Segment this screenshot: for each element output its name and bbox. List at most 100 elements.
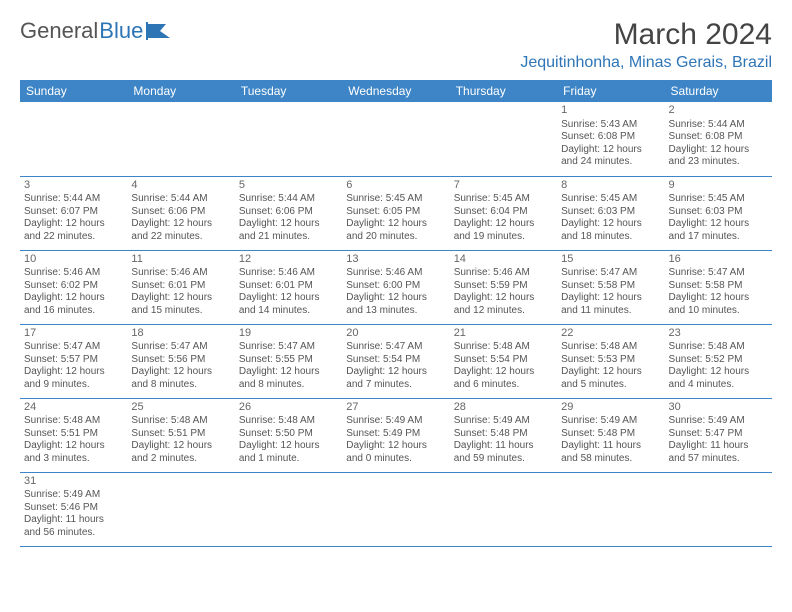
day-detail: Daylight: 12 hours [131, 440, 230, 453]
calendar-cell: 18Sunrise: 5:47 AMSunset: 5:56 PMDayligh… [127, 324, 234, 398]
day-detail: Daylight: 12 hours [239, 292, 338, 305]
day-detail: Daylight: 12 hours [131, 366, 230, 379]
calendar-cell [557, 472, 664, 546]
day-detail: Sunrise: 5:48 AM [24, 415, 123, 428]
calendar-cell: 3Sunrise: 5:44 AMSunset: 6:07 PMDaylight… [20, 176, 127, 250]
day-detail: Daylight: 12 hours [669, 292, 768, 305]
day-detail: Sunrise: 5:44 AM [669, 119, 768, 132]
day-header: Tuesday [235, 80, 342, 102]
day-number: 28 [454, 401, 553, 415]
day-number: 25 [131, 401, 230, 415]
day-detail: and 57 minutes. [669, 453, 768, 466]
calendar-body: 1Sunrise: 5:43 AMSunset: 6:08 PMDaylight… [20, 102, 772, 546]
calendar-cell: 15Sunrise: 5:47 AMSunset: 5:58 PMDayligh… [557, 250, 664, 324]
calendar-cell: 7Sunrise: 5:45 AMSunset: 6:04 PMDaylight… [450, 176, 557, 250]
day-detail: Sunrise: 5:47 AM [561, 267, 660, 280]
day-detail: Sunset: 5:59 PM [454, 280, 553, 293]
day-detail: Sunset: 6:05 PM [346, 206, 445, 219]
day-detail: Daylight: 11 hours [561, 440, 660, 453]
day-detail: and 15 minutes. [131, 305, 230, 318]
day-detail: Daylight: 12 hours [131, 218, 230, 231]
day-detail: Sunset: 5:57 PM [24, 354, 123, 367]
day-detail: Sunset: 5:48 PM [454, 428, 553, 441]
day-detail: Sunrise: 5:46 AM [239, 267, 338, 280]
calendar-row: 1Sunrise: 5:43 AMSunset: 6:08 PMDaylight… [20, 102, 772, 176]
calendar-cell: 12Sunrise: 5:46 AMSunset: 6:01 PMDayligh… [235, 250, 342, 324]
day-detail: and 24 minutes. [561, 156, 660, 169]
day-detail: Daylight: 11 hours [669, 440, 768, 453]
day-detail: and 9 minutes. [24, 379, 123, 392]
day-detail: and 23 minutes. [669, 156, 768, 169]
calendar-cell: 10Sunrise: 5:46 AMSunset: 6:02 PMDayligh… [20, 250, 127, 324]
day-detail: Sunrise: 5:49 AM [24, 489, 123, 502]
day-detail: Sunset: 5:50 PM [239, 428, 338, 441]
day-detail: and 22 minutes. [24, 231, 123, 244]
day-detail: Daylight: 12 hours [239, 366, 338, 379]
calendar-cell: 16Sunrise: 5:47 AMSunset: 5:58 PMDayligh… [665, 250, 772, 324]
day-detail: Sunset: 5:58 PM [669, 280, 768, 293]
day-detail: and 4 minutes. [669, 379, 768, 392]
day-detail: and 18 minutes. [561, 231, 660, 244]
day-detail: Sunrise: 5:44 AM [239, 193, 338, 206]
day-detail: Daylight: 12 hours [454, 366, 553, 379]
calendar-cell: 19Sunrise: 5:47 AMSunset: 5:55 PMDayligh… [235, 324, 342, 398]
day-detail: Sunset: 6:04 PM [454, 206, 553, 219]
day-detail: Daylight: 12 hours [669, 144, 768, 157]
calendar-cell: 26Sunrise: 5:48 AMSunset: 5:50 PMDayligh… [235, 398, 342, 472]
day-number: 26 [239, 401, 338, 415]
day-detail: Daylight: 12 hours [561, 292, 660, 305]
day-detail: Sunrise: 5:48 AM [561, 341, 660, 354]
day-number: 23 [669, 327, 768, 341]
calendar-cell [665, 472, 772, 546]
day-detail: Sunset: 6:03 PM [561, 206, 660, 219]
day-detail: and 8 minutes. [239, 379, 338, 392]
day-detail: Daylight: 11 hours [24, 514, 123, 527]
calendar-cell: 17Sunrise: 5:47 AMSunset: 5:57 PMDayligh… [20, 324, 127, 398]
day-detail: Sunset: 5:51 PM [24, 428, 123, 441]
day-detail: Sunset: 5:52 PM [669, 354, 768, 367]
calendar-head: Sunday Monday Tuesday Wednesday Thursday… [20, 80, 772, 102]
day-detail: Sunset: 5:49 PM [346, 428, 445, 441]
day-detail: Sunrise: 5:47 AM [346, 341, 445, 354]
day-number: 30 [669, 401, 768, 415]
calendar-cell: 14Sunrise: 5:46 AMSunset: 5:59 PMDayligh… [450, 250, 557, 324]
day-detail: Sunrise: 5:43 AM [561, 119, 660, 132]
day-detail: Sunset: 6:00 PM [346, 280, 445, 293]
calendar-table: Sunday Monday Tuesday Wednesday Thursday… [20, 80, 772, 547]
calendar-cell [127, 472, 234, 546]
day-detail: Sunset: 6:08 PM [669, 131, 768, 144]
calendar-cell: 6Sunrise: 5:45 AMSunset: 6:05 PMDaylight… [342, 176, 449, 250]
day-detail: and 13 minutes. [346, 305, 445, 318]
day-detail: Sunrise: 5:49 AM [346, 415, 445, 428]
day-detail: Daylight: 12 hours [561, 218, 660, 231]
calendar-cell [127, 102, 234, 176]
day-number: 13 [346, 253, 445, 267]
calendar-cell [235, 472, 342, 546]
day-detail: Sunset: 5:53 PM [561, 354, 660, 367]
day-detail: Sunrise: 5:47 AM [24, 341, 123, 354]
day-number: 21 [454, 327, 553, 341]
day-detail: Daylight: 12 hours [454, 218, 553, 231]
day-detail: and 0 minutes. [346, 453, 445, 466]
day-detail: and 12 minutes. [454, 305, 553, 318]
calendar-cell [20, 102, 127, 176]
calendar-cell: 20Sunrise: 5:47 AMSunset: 5:54 PMDayligh… [342, 324, 449, 398]
day-detail: Sunset: 5:48 PM [561, 428, 660, 441]
day-detail: Daylight: 12 hours [239, 218, 338, 231]
day-detail: Sunrise: 5:48 AM [669, 341, 768, 354]
day-detail: Daylight: 12 hours [24, 218, 123, 231]
day-detail: and 16 minutes. [24, 305, 123, 318]
day-number: 27 [346, 401, 445, 415]
page-title: March 2024 [520, 18, 772, 52]
calendar-cell: 31Sunrise: 5:49 AMSunset: 5:46 PMDayligh… [20, 472, 127, 546]
day-detail: Daylight: 12 hours [239, 440, 338, 453]
day-detail: Sunrise: 5:45 AM [454, 193, 553, 206]
day-detail: and 56 minutes. [24, 527, 123, 540]
day-detail: Sunrise: 5:46 AM [131, 267, 230, 280]
day-detail: Daylight: 12 hours [24, 292, 123, 305]
day-number: 12 [239, 253, 338, 267]
day-number: 6 [346, 179, 445, 193]
day-detail: Sunrise: 5:47 AM [669, 267, 768, 280]
calendar-cell [235, 102, 342, 176]
day-number: 24 [24, 401, 123, 415]
